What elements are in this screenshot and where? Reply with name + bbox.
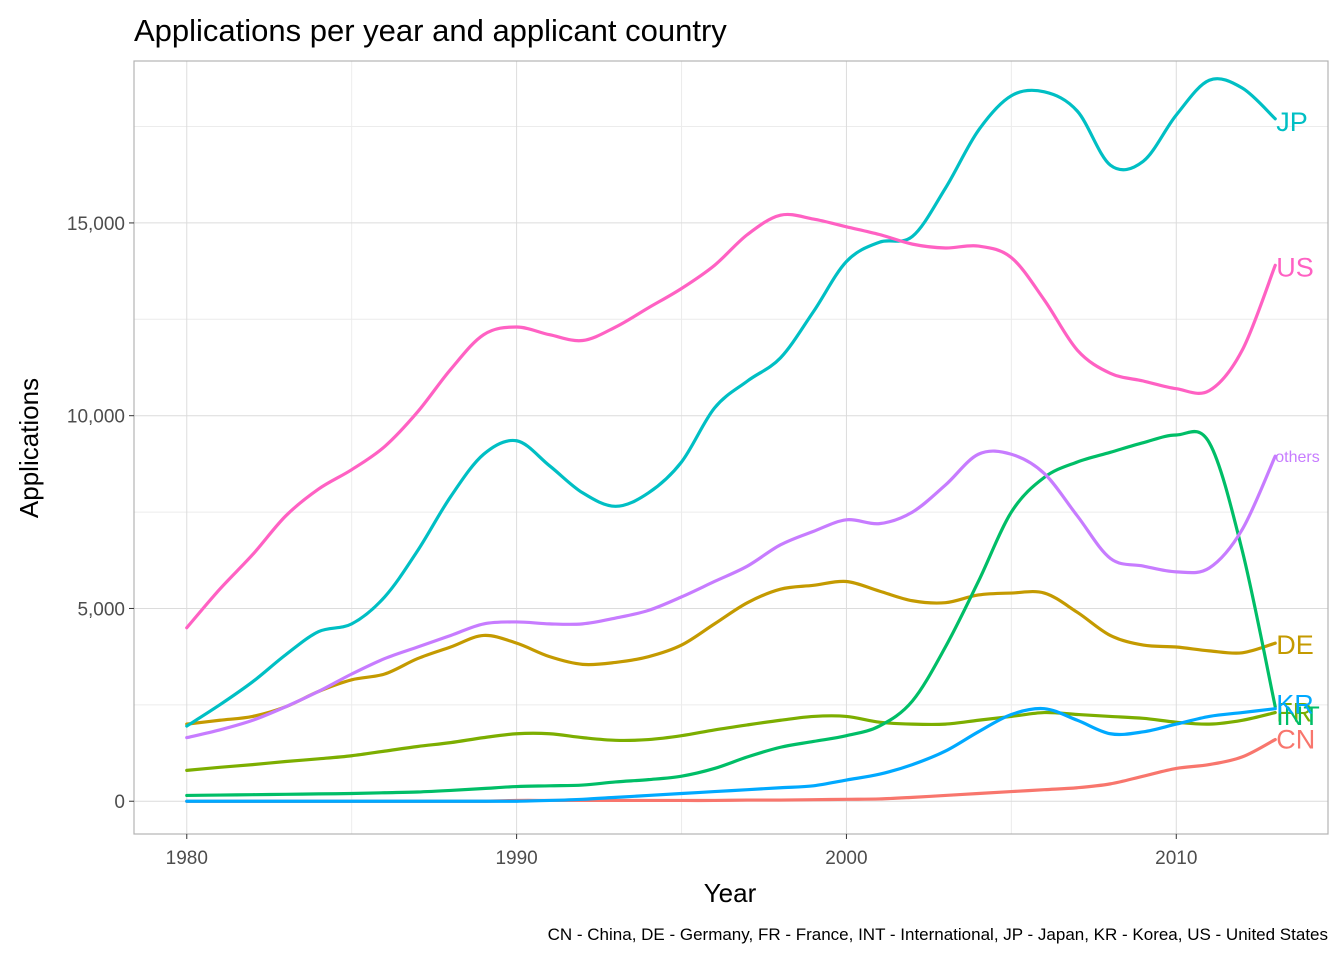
chart-caption: CN - China, DE - Germany, FR - France, I…: [548, 925, 1328, 944]
x-tick-label: 1990: [495, 848, 537, 869]
x-axis-title: Year: [704, 878, 757, 908]
series-line-others: [187, 451, 1275, 738]
end-label-us: US: [1276, 252, 1314, 282]
end-label-kr: KR: [1276, 690, 1314, 720]
series-lines: [187, 79, 1275, 802]
end-label-de: DE: [1276, 630, 1314, 660]
y-tick-label: 15,000: [67, 214, 125, 235]
end-label-jp: JP: [1276, 107, 1308, 137]
end-label-others: others: [1275, 449, 1319, 466]
x-tick-label: 2010: [1155, 848, 1197, 869]
chart-title: Applications per year and applicant coun…: [134, 13, 727, 48]
series-line-us: [187, 214, 1275, 627]
series-line-de: [187, 581, 1275, 724]
x-tick-labels: 1980 1990 2000 2010: [166, 834, 1198, 869]
y-tick-label: 0: [114, 792, 125, 813]
y-tick-label: 10,000: [67, 407, 125, 428]
y-tick-labels: 0 5,000 10,000 15,000: [67, 214, 134, 813]
series-line-jp: [187, 79, 1275, 726]
x-tick-label: 1980: [166, 848, 208, 869]
x-tick-label: 2000: [825, 848, 867, 869]
y-tick-label: 5,000: [77, 599, 125, 620]
end-labels: CNDEFRINTJPKRothersUS: [1275, 107, 1320, 755]
y-axis-title: Applications: [14, 378, 44, 518]
